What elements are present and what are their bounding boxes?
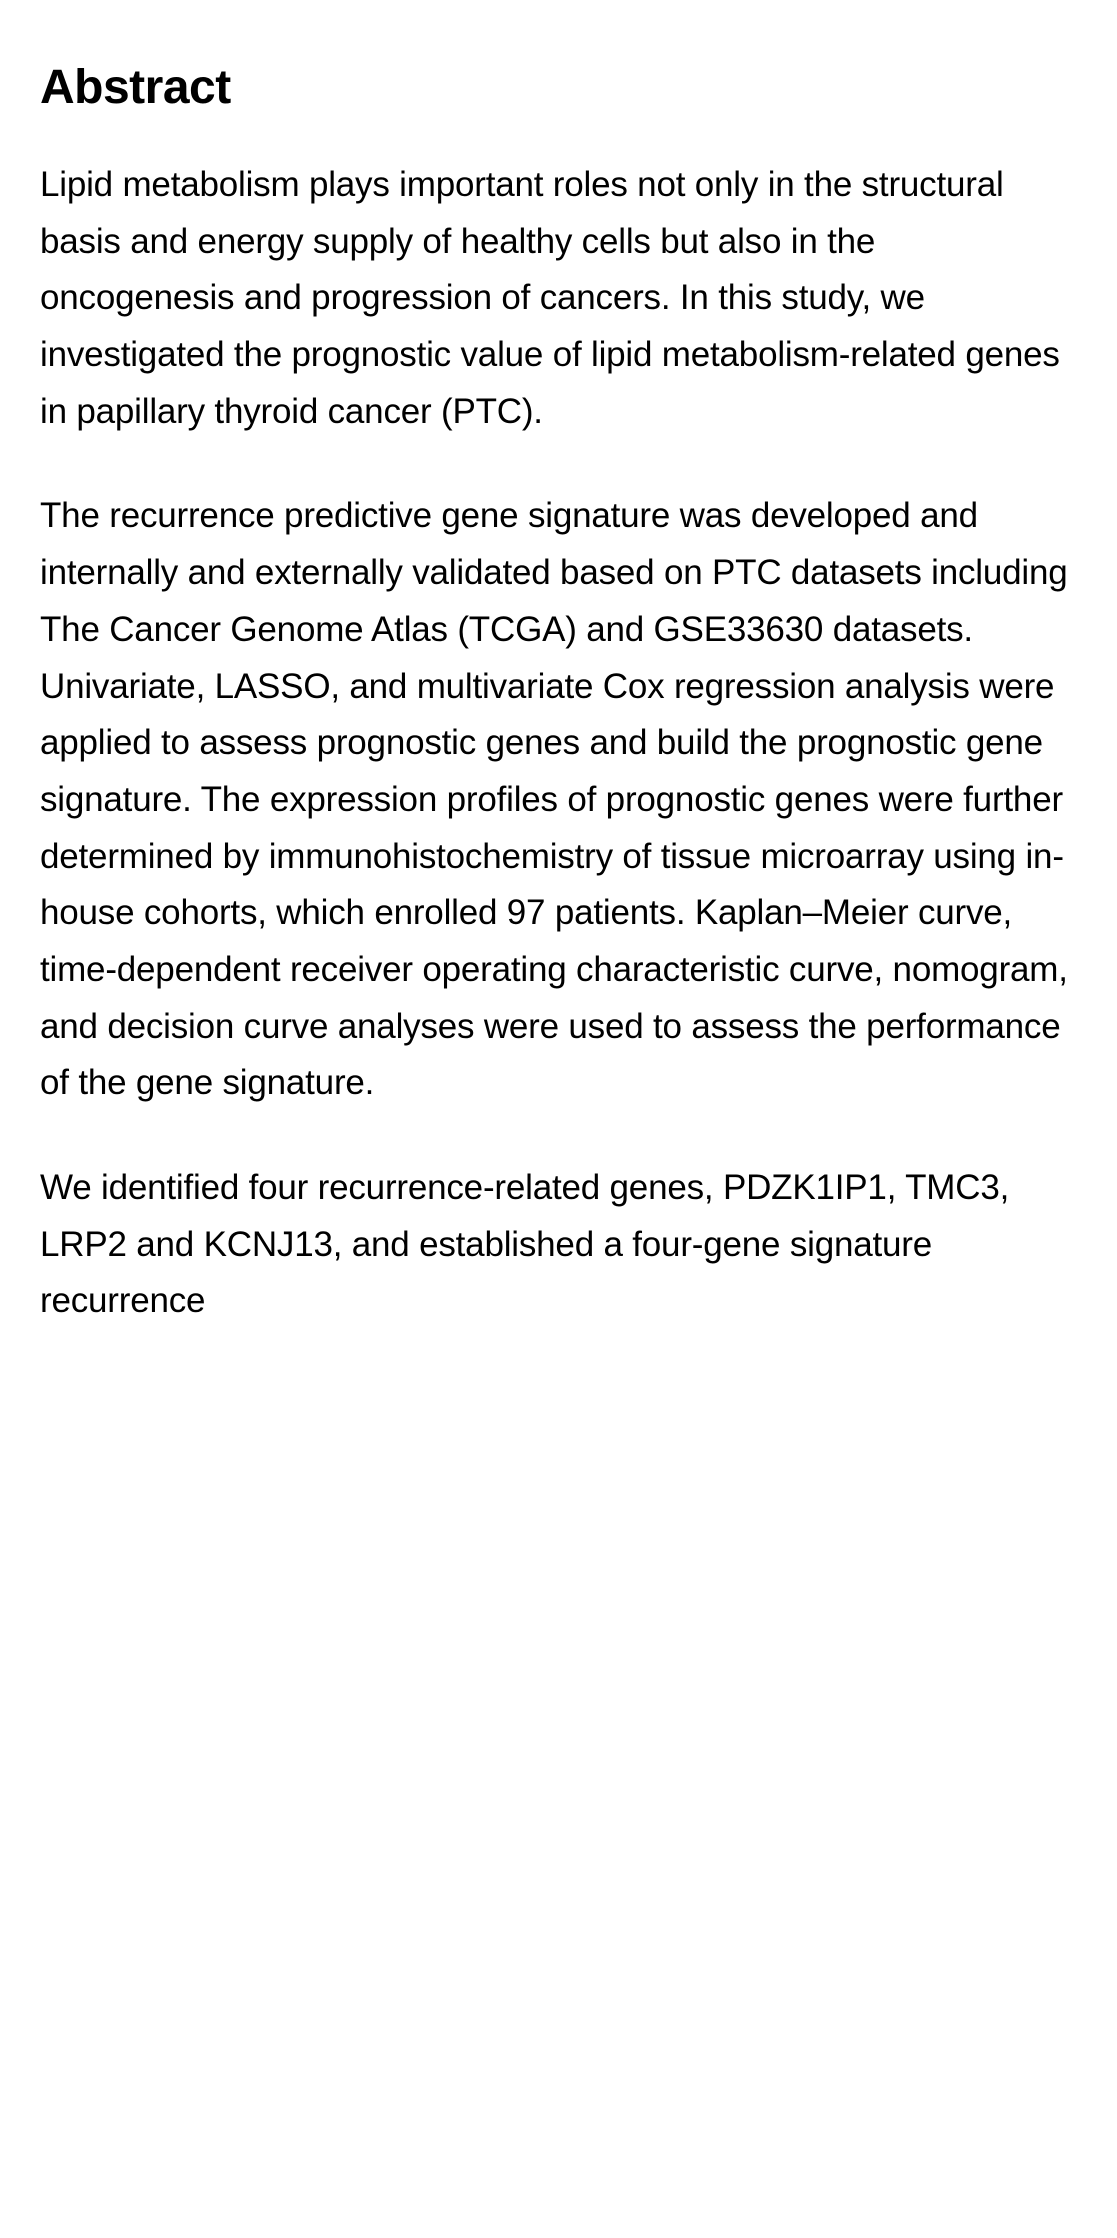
abstract-heading: Abstract — [40, 60, 1077, 115]
abstract-paragraph: Lipid metabolism plays important roles n… — [40, 157, 1077, 440]
abstract-paragraph: The recurrence predictive gene signature… — [40, 488, 1077, 1112]
abstract-paragraph: We identified four recurrence-related ge… — [40, 1160, 1077, 1330]
